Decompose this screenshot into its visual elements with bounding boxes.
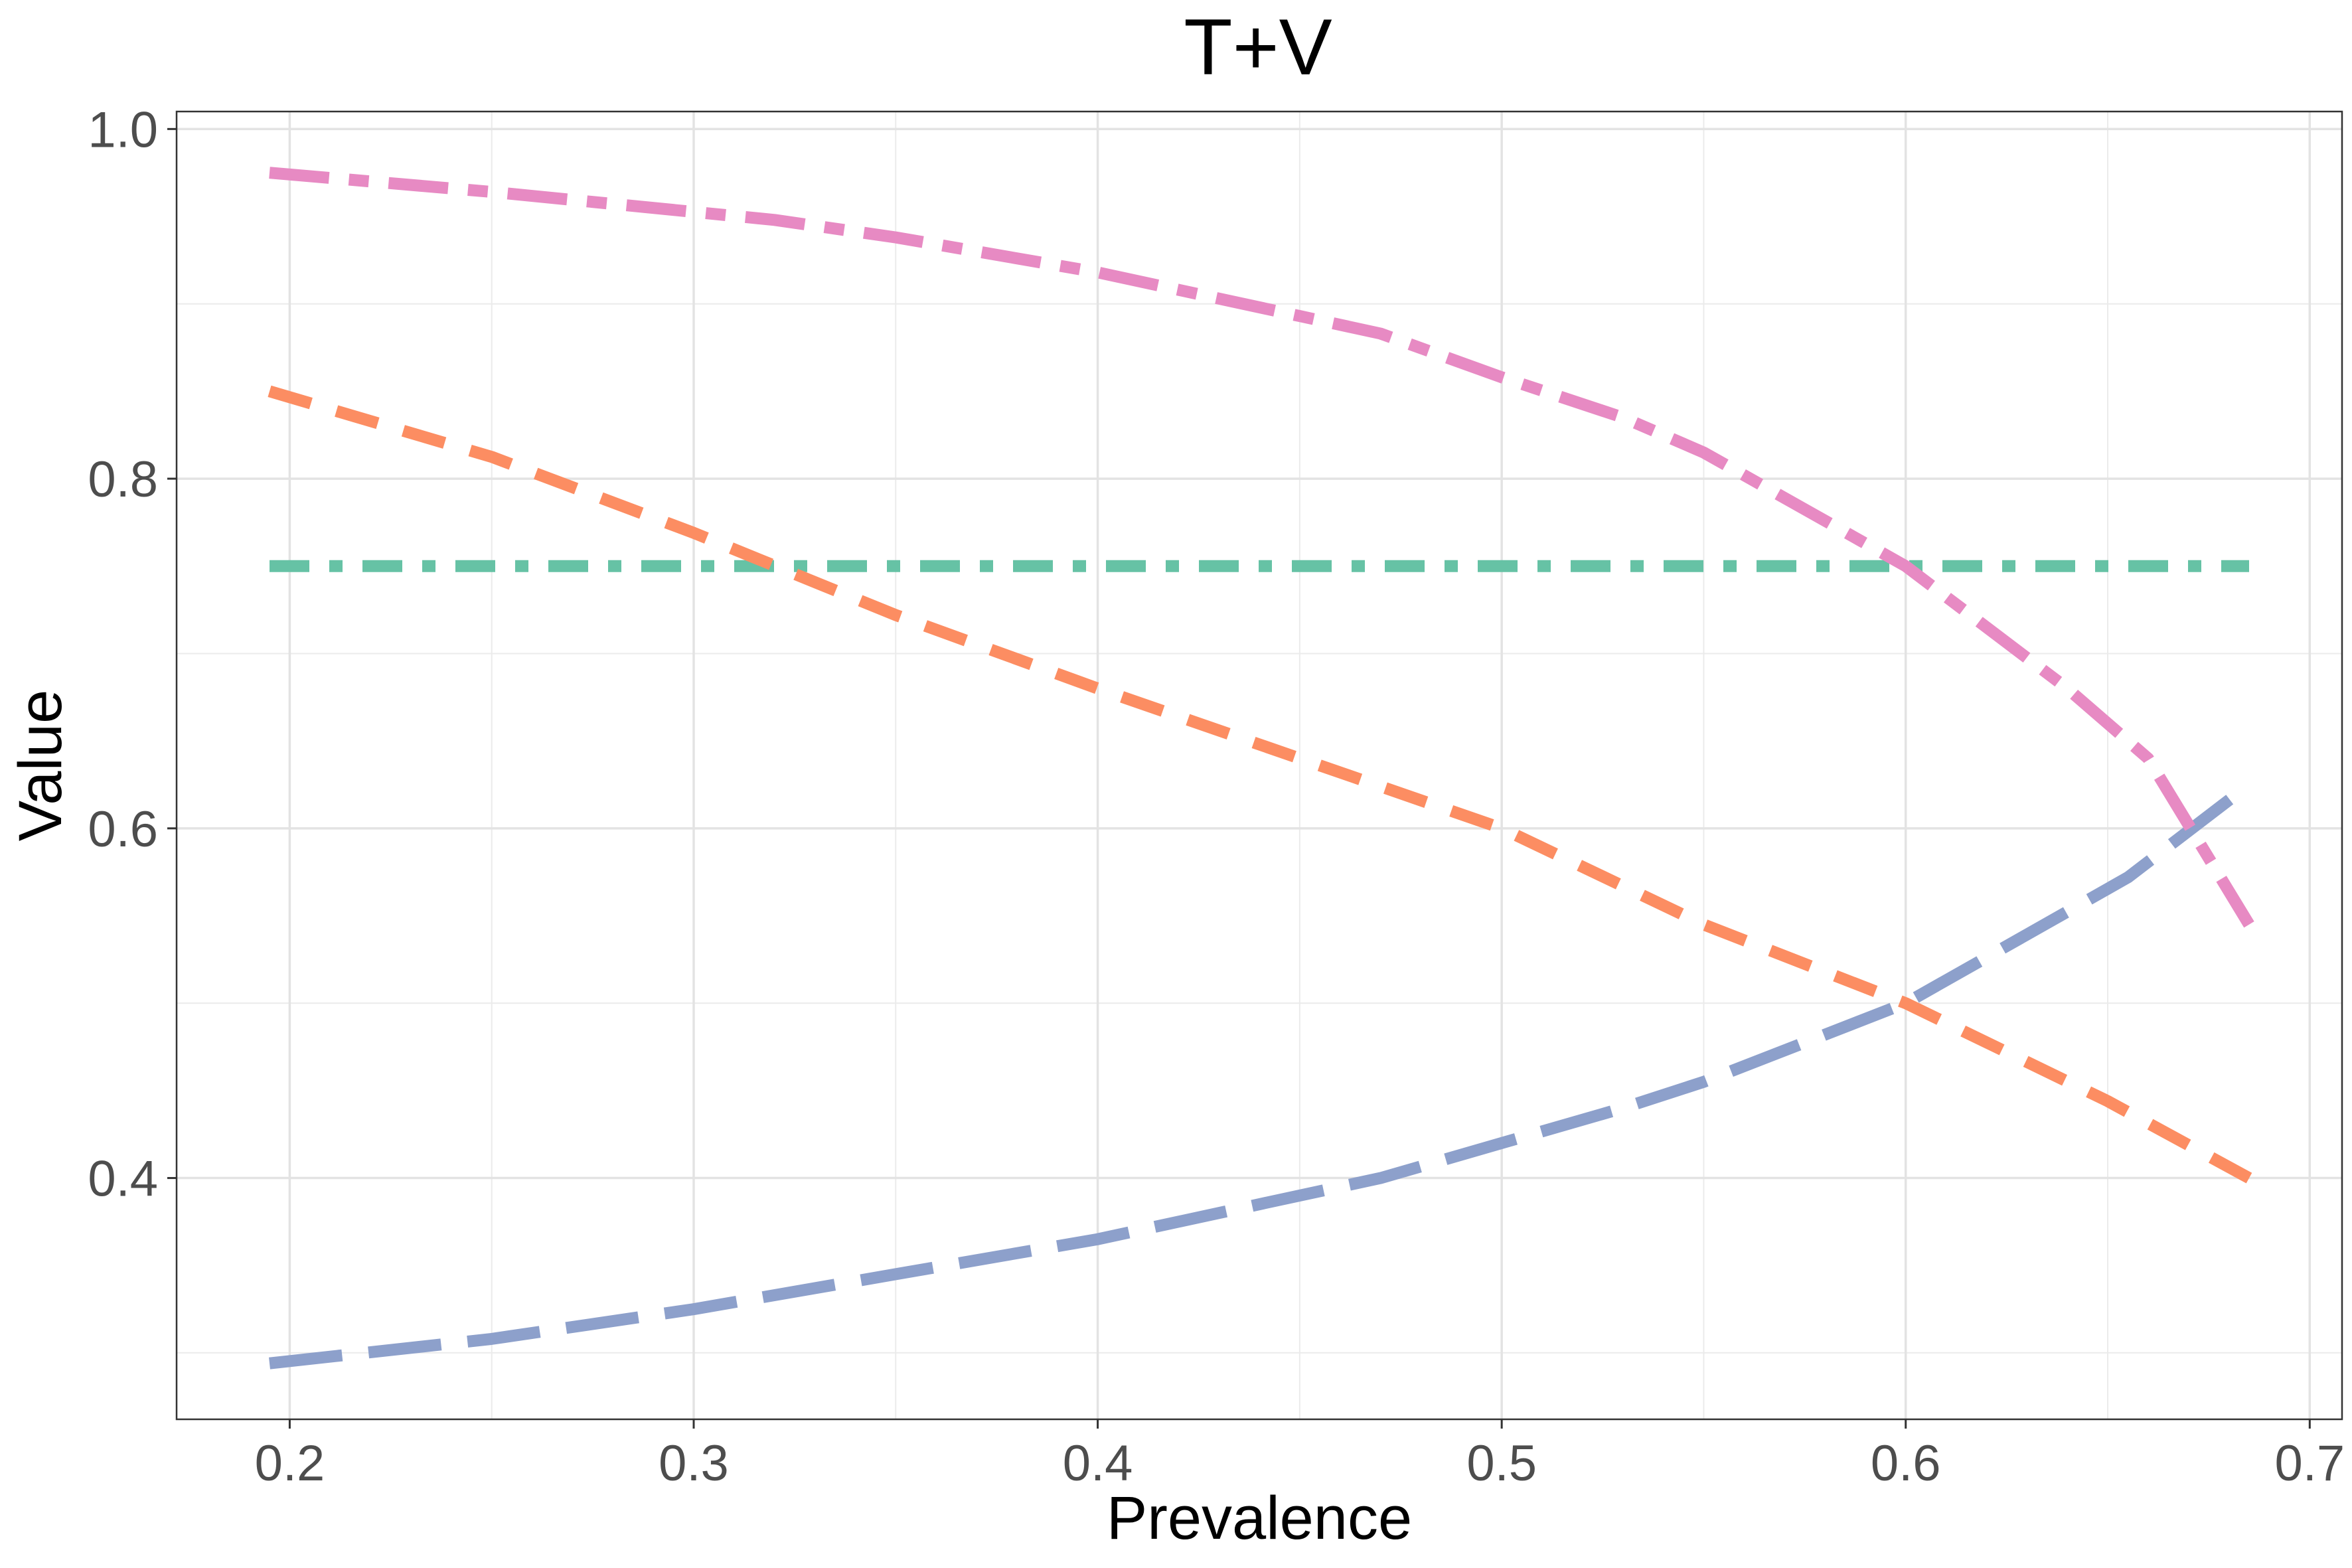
x-tick-label: 0.6	[1871, 1435, 1941, 1492]
series-pink-line	[269, 167, 2254, 928]
x-axis-tick-labels: 0.2 0.3 0.4 0.5 0.6 0.7	[255, 1435, 2345, 1492]
y-tick-label: 0.4	[88, 1151, 158, 1208]
y-axis-tick-labels: 0.4 0.6 0.8 1.0	[88, 102, 158, 1207]
series-orange-line	[268, 385, 2252, 1184]
series-layer	[268, 167, 2254, 1370]
series-blue-line	[269, 779, 2253, 1370]
x-tick-label: 0.2	[255, 1435, 325, 1492]
y-axis-title: Value	[7, 690, 74, 841]
x-axis-title: Prevalence	[1107, 1484, 1412, 1552]
y-tick-label: 1.0	[88, 102, 158, 158]
major-gridlines	[177, 112, 2342, 1419]
x-axis-ticks	[288, 1419, 2311, 1429]
x-tick-label: 0.5	[1466, 1435, 1537, 1492]
panel-border	[175, 110, 2343, 1421]
x-tick-label: 0.3	[659, 1435, 729, 1492]
chart-title: T+V	[1184, 3, 1332, 92]
x-tick-label: 0.4	[1063, 1435, 1133, 1492]
x-tick-label: 0.7	[2274, 1435, 2345, 1492]
y-axis-ticks	[167, 127, 177, 1180]
y-tick-label: 0.6	[88, 801, 158, 858]
y-tick-label: 0.8	[88, 451, 158, 508]
